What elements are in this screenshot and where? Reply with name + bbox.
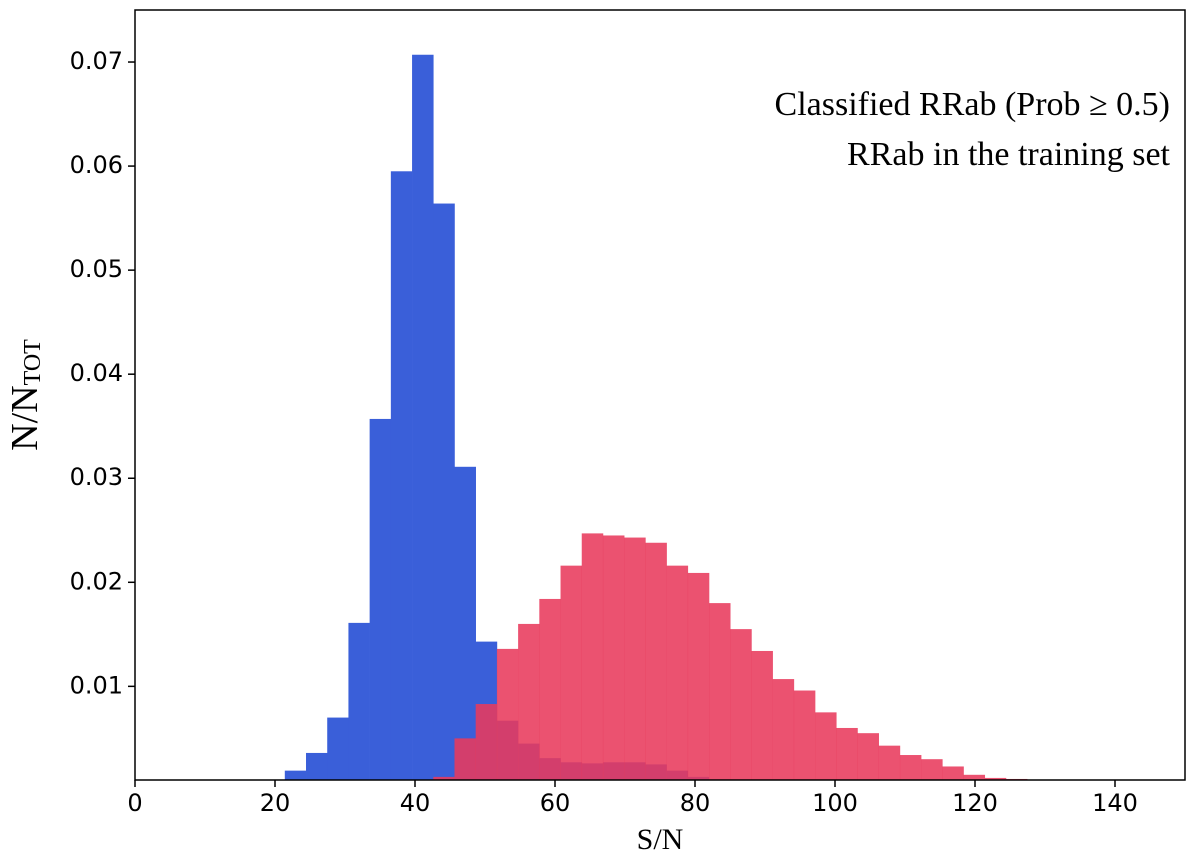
y-axis-label-sub: TOT <box>20 339 46 386</box>
y-axis-label: N/NTOT <box>4 339 46 451</box>
y-axis-label-main: N/N <box>4 385 46 450</box>
histogram-bar <box>624 537 646 780</box>
x-tick-label: 20 <box>260 789 291 817</box>
histogram-bar <box>306 752 328 780</box>
x-tick-label: 80 <box>680 789 711 817</box>
histogram-bar <box>709 603 731 780</box>
histogram-bar <box>666 565 689 780</box>
histogram-bar <box>454 466 476 780</box>
histogram-bar <box>539 598 561 780</box>
histogram-bar <box>412 54 434 781</box>
histogram-bar <box>751 650 773 780</box>
histogram-bar <box>518 623 540 780</box>
histogram-bar <box>390 171 413 780</box>
histogram-bar <box>581 533 604 780</box>
plot-frame <box>134 9 1186 781</box>
y-tick-label: 0.07 <box>70 47 123 75</box>
y-tick-label: 0.06 <box>70 151 123 179</box>
x-tick-label: 40 <box>400 789 431 817</box>
x-tick-label: 0 <box>127 789 142 817</box>
x-axis-label: S/N <box>637 823 684 856</box>
histogram-bar <box>899 755 922 780</box>
x-tick-label: 60 <box>540 789 571 817</box>
histogram-bar <box>454 738 476 780</box>
x-tick-label: 140 <box>1092 789 1138 817</box>
histogram-bar <box>433 203 455 781</box>
legend-entry: Classified RRab (Prob ≥ 0.5) <box>775 86 1170 123</box>
histogram-bar <box>730 629 752 780</box>
histogram-bar <box>984 777 1007 780</box>
histogram-bar <box>963 774 986 780</box>
histogram-bar <box>475 704 498 780</box>
x-tick-label: 100 <box>812 789 858 817</box>
y-tick-label: 0.04 <box>70 359 123 387</box>
histogram-bar <box>560 565 583 780</box>
histogram-bar <box>793 690 816 780</box>
x-tick-label: 120 <box>952 789 998 817</box>
y-tick-label: 0.05 <box>70 255 123 283</box>
histogram-bar <box>857 733 879 780</box>
histogram-bar <box>369 418 392 780</box>
legend-entry: RRab in the training set <box>847 136 1171 173</box>
histogram-bar <box>433 776 455 780</box>
histogram-bar <box>942 766 964 780</box>
y-tick-label: 0.01 <box>70 671 123 699</box>
histogram-bar <box>348 622 370 780</box>
y-tick-label: 0.02 <box>70 567 123 595</box>
histogram-bar <box>772 679 795 780</box>
histogram-bar <box>645 542 667 780</box>
histogram-bar <box>602 535 625 780</box>
histogram-bar <box>687 572 710 780</box>
histogram-bar <box>836 727 858 780</box>
histogram-bar <box>327 717 349 780</box>
histogram-bar <box>496 648 519 780</box>
histogram-bar <box>921 759 943 780</box>
y-tick-label: 0.03 <box>70 463 123 491</box>
histogram-bar <box>878 745 901 780</box>
histogram-bar <box>815 712 837 780</box>
histogram-bar <box>284 770 307 780</box>
